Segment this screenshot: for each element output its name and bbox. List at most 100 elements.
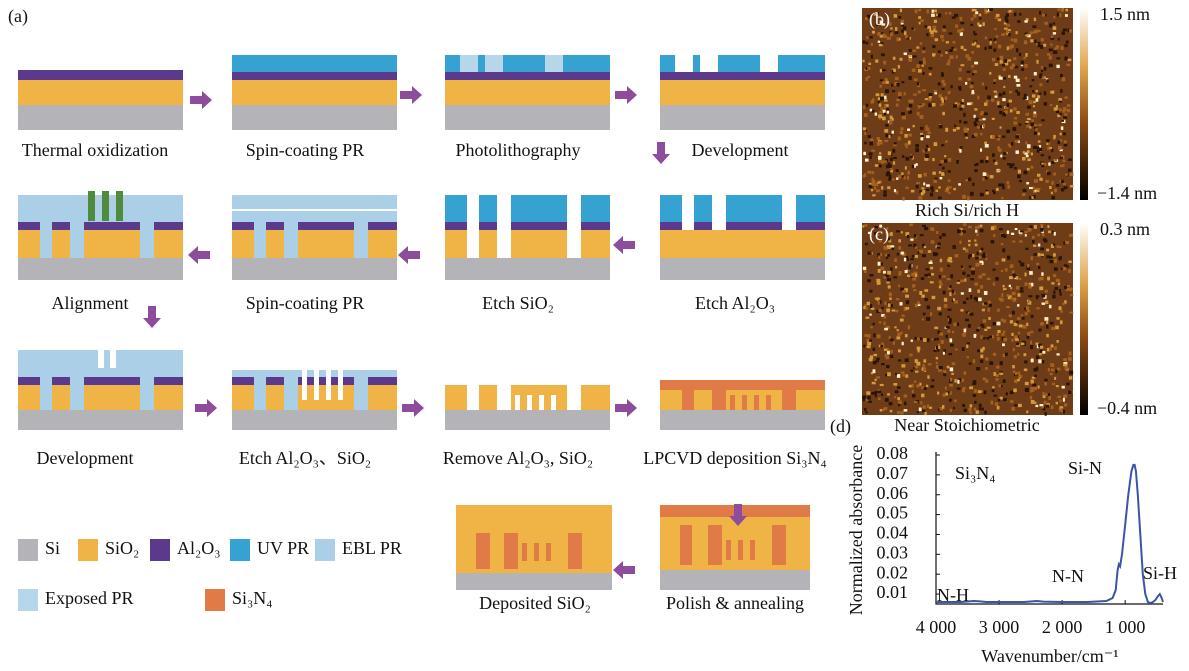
afm-texture bbox=[877, 137, 880, 140]
afm-texture bbox=[1031, 380, 1034, 384]
afm-texture bbox=[1005, 110, 1008, 114]
afm-texture bbox=[1002, 114, 1005, 117]
afm-texture bbox=[891, 178, 895, 180]
afm-texture bbox=[869, 339, 872, 342]
afm-texture bbox=[953, 298, 955, 301]
afm-texture bbox=[1049, 186, 1052, 189]
afm-texture bbox=[865, 17, 868, 20]
afm-texture bbox=[1064, 113, 1067, 115]
afm-texture bbox=[977, 252, 979, 255]
afm-texture bbox=[906, 300, 909, 304]
afm-texture bbox=[899, 97, 902, 99]
afm-texture bbox=[907, 171, 910, 175]
afm-texture bbox=[1030, 331, 1033, 333]
afm-texture bbox=[878, 256, 880, 259]
afm-texture bbox=[972, 183, 974, 186]
afm-texture bbox=[999, 384, 1002, 387]
afm-texture bbox=[923, 47, 925, 49]
afm-texture bbox=[929, 262, 933, 264]
afm-texture bbox=[953, 245, 956, 249]
afm-texture bbox=[1034, 112, 1037, 114]
afm-texture bbox=[904, 402, 906, 406]
afm-texture bbox=[1007, 103, 1009, 107]
afm-texture bbox=[1051, 192, 1053, 194]
afm-texture bbox=[879, 165, 882, 168]
afm-texture bbox=[927, 9, 930, 13]
afm-texture bbox=[1056, 402, 1058, 405]
afm-texture bbox=[1042, 303, 1046, 305]
afm-texture bbox=[1027, 332, 1030, 336]
afm-texture bbox=[1064, 140, 1067, 144]
afm-texture bbox=[996, 333, 999, 336]
afm-texture bbox=[971, 271, 975, 275]
afm-texture bbox=[917, 338, 920, 341]
afm-texture bbox=[1016, 84, 1020, 87]
afm-texture bbox=[886, 81, 889, 84]
afm-texture bbox=[935, 38, 938, 41]
afm-texture bbox=[971, 65, 973, 68]
afm-texture bbox=[869, 141, 873, 145]
afm-texture bbox=[1022, 157, 1026, 161]
afm-texture bbox=[982, 326, 985, 328]
afm-texture bbox=[947, 278, 951, 280]
afm-texture bbox=[980, 193, 984, 196]
afm-texture bbox=[1041, 154, 1044, 156]
legend-swatch bbox=[78, 539, 98, 561]
afm-texture bbox=[932, 10, 934, 13]
afm-texture bbox=[950, 344, 954, 347]
afm-texture bbox=[1032, 384, 1036, 387]
afm-texture bbox=[1038, 386, 1040, 389]
afm-texture bbox=[944, 155, 946, 157]
afm-texture bbox=[940, 160, 944, 163]
afm-texture bbox=[1007, 59, 1011, 61]
afm-texture bbox=[1008, 33, 1010, 36]
afm-texture bbox=[997, 170, 1001, 172]
afm-texture bbox=[880, 384, 884, 386]
afm-texture bbox=[1007, 256, 1010, 260]
afm-texture bbox=[901, 332, 903, 335]
layer bbox=[660, 105, 825, 130]
afm-texture bbox=[885, 78, 888, 81]
afm-texture bbox=[898, 401, 902, 404]
afm-texture bbox=[887, 372, 891, 376]
afm-texture bbox=[889, 402, 893, 405]
afm-texture bbox=[1014, 117, 1017, 119]
afm-texture bbox=[972, 382, 976, 385]
afm-texture bbox=[1061, 188, 1064, 191]
afm-texture bbox=[1039, 11, 1041, 15]
afm-texture bbox=[968, 244, 970, 246]
afm-texture bbox=[1012, 241, 1015, 243]
afm-texture bbox=[1070, 185, 1074, 187]
y-axis-label: Normalized absorbance bbox=[846, 445, 866, 615]
afm-texture bbox=[919, 383, 921, 386]
afm-texture bbox=[893, 161, 895, 164]
afm-texture bbox=[904, 134, 907, 138]
afm-texture bbox=[1041, 272, 1043, 276]
afm-texture bbox=[1039, 287, 1043, 291]
afm-texture bbox=[924, 387, 927, 390]
layer bbox=[522, 543, 527, 561]
afm-texture bbox=[1017, 317, 1021, 320]
afm-texture bbox=[1032, 25, 1036, 28]
afm-texture bbox=[1069, 352, 1072, 356]
afm-texture bbox=[930, 193, 933, 197]
afm-texture bbox=[880, 345, 883, 348]
afm-texture bbox=[875, 379, 877, 381]
afm-texture bbox=[893, 342, 895, 345]
afm-texture bbox=[894, 258, 897, 262]
afm-texture bbox=[949, 32, 953, 34]
layer bbox=[110, 350, 116, 368]
x-tick-label: 2 000 bbox=[1042, 617, 1083, 637]
panel-label: (d) bbox=[830, 416, 851, 437]
afm-texture bbox=[1014, 355, 1017, 358]
afm-texture bbox=[937, 392, 939, 395]
afm-texture bbox=[993, 160, 995, 163]
afm-texture bbox=[902, 374, 904, 377]
afm-texture bbox=[923, 149, 925, 152]
afm-texture bbox=[970, 313, 974, 316]
afm-texture bbox=[1038, 329, 1041, 332]
afm-texture bbox=[905, 307, 909, 310]
afm-texture bbox=[942, 275, 946, 277]
afm-texture bbox=[1062, 386, 1065, 389]
afm-texture bbox=[1066, 64, 1070, 66]
